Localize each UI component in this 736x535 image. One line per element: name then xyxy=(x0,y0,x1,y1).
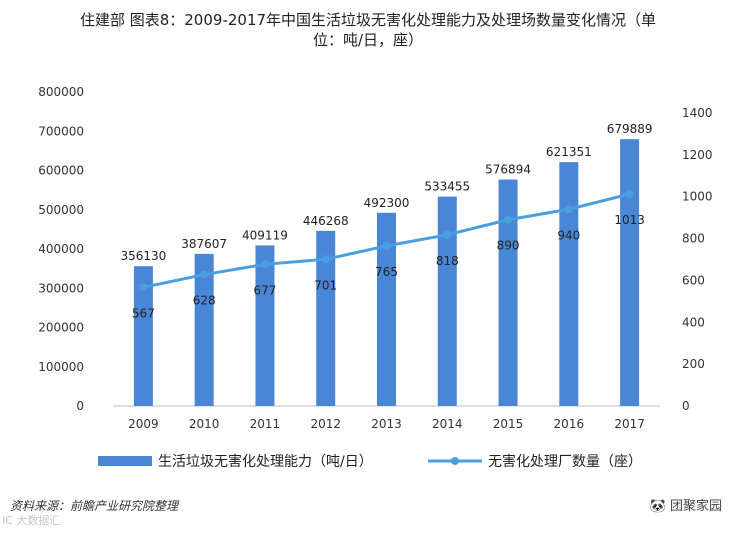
line-point xyxy=(200,270,209,279)
x-tick-label: 2015 xyxy=(493,417,524,431)
bar-value-label: 356130 xyxy=(120,249,166,263)
line-point xyxy=(260,260,269,269)
legend-line-marker xyxy=(451,457,459,465)
x-tick-label: 2009 xyxy=(128,417,159,431)
line-value-label: 765 xyxy=(375,265,398,279)
bar-value-label: 621351 xyxy=(546,145,592,159)
x-tick-label: 2016 xyxy=(554,417,585,431)
chart-title-line1: 住建部 图表8：2009-2017年中国生活垃圾无害化处理能力及处理场数量变化情… xyxy=(79,11,657,29)
x-tick-label: 2012 xyxy=(310,417,341,431)
line-point xyxy=(443,230,452,239)
bar-value-label: 679889 xyxy=(607,122,653,136)
bar-value-label: 409119 xyxy=(242,228,288,242)
y-right-tick-label: 1000 xyxy=(682,190,713,204)
line-point xyxy=(564,205,573,214)
bar xyxy=(559,162,579,406)
bar xyxy=(437,196,457,406)
x-tick-label: 2017 xyxy=(614,417,645,431)
bar-value-label: 576894 xyxy=(485,163,531,177)
bar-value-label: 533455 xyxy=(424,180,470,194)
line-value-label: 567 xyxy=(132,306,155,320)
y-right-tick-label: 800 xyxy=(682,232,705,246)
line-value-label: 677 xyxy=(253,283,276,297)
y-right-tick-label: 1200 xyxy=(682,148,713,162)
line-point xyxy=(625,189,634,198)
y-right-tick-label: 200 xyxy=(682,357,705,371)
line-value-label: 940 xyxy=(557,228,580,242)
legend-line-label: 无害化处理厂数量（座） xyxy=(488,454,642,470)
line-point xyxy=(504,215,513,224)
line-point xyxy=(139,283,148,292)
x-tick-label: 2014 xyxy=(432,417,463,431)
line-value-label: 818 xyxy=(436,254,459,268)
y-left-tick-label: 300000 xyxy=(38,281,84,295)
line-value-label: 890 xyxy=(497,239,520,253)
bar xyxy=(498,179,518,406)
chart-title-line2: 位：吨/日，座） xyxy=(312,31,424,49)
line-value-label: 1013 xyxy=(614,213,645,227)
bar xyxy=(194,253,214,406)
legend-bar-label: 生活垃圾无害化处理能力（吨/日） xyxy=(158,454,373,470)
bar xyxy=(377,212,396,406)
bar xyxy=(133,266,153,406)
x-tick-label: 2010 xyxy=(189,417,220,431)
y-right-tick-label: 0 xyxy=(682,399,690,413)
bar xyxy=(316,230,336,406)
bar-value-label: 492300 xyxy=(364,196,410,210)
y-right-tick-label: 400 xyxy=(682,315,705,329)
y-left-tick-label: 800000 xyxy=(38,85,84,99)
legend-bar-swatch xyxy=(98,456,152,466)
y-left-tick-label: 400000 xyxy=(38,242,84,256)
chart-title: 住建部 图表8：2009-2017年中国生活垃圾无害化处理能力及处理场数量变化情… xyxy=(18,10,718,50)
x-tick-label: 2013 xyxy=(371,417,402,431)
watermark: IC 大数据汇 xyxy=(2,514,61,527)
y-right-tick-label: 600 xyxy=(682,273,705,287)
line-point xyxy=(321,255,330,264)
y-left-tick-label: 200000 xyxy=(38,321,84,335)
line-value-label: 628 xyxy=(193,294,216,308)
brand-label: 🐼 团聚家园 xyxy=(649,499,722,514)
line-value-label: 701 xyxy=(314,278,337,292)
bar xyxy=(620,139,640,407)
line-point xyxy=(382,241,391,250)
y-left-tick-label: 500000 xyxy=(38,203,84,217)
y-left-tick-label: 600000 xyxy=(38,164,84,178)
y-left-tick-label: 700000 xyxy=(38,124,84,138)
y-left-tick-label: 100000 xyxy=(38,360,84,374)
y-right-tick-label: 1400 xyxy=(682,106,713,120)
y-left-tick-label: 0 xyxy=(76,399,84,413)
bar-value-label: 387607 xyxy=(181,237,227,251)
source-note: 资料来源：前瞻产业研究院整理 xyxy=(10,499,179,513)
bar xyxy=(255,245,275,406)
x-tick-label: 2011 xyxy=(250,417,281,431)
bar-value-label: 446268 xyxy=(303,214,349,228)
